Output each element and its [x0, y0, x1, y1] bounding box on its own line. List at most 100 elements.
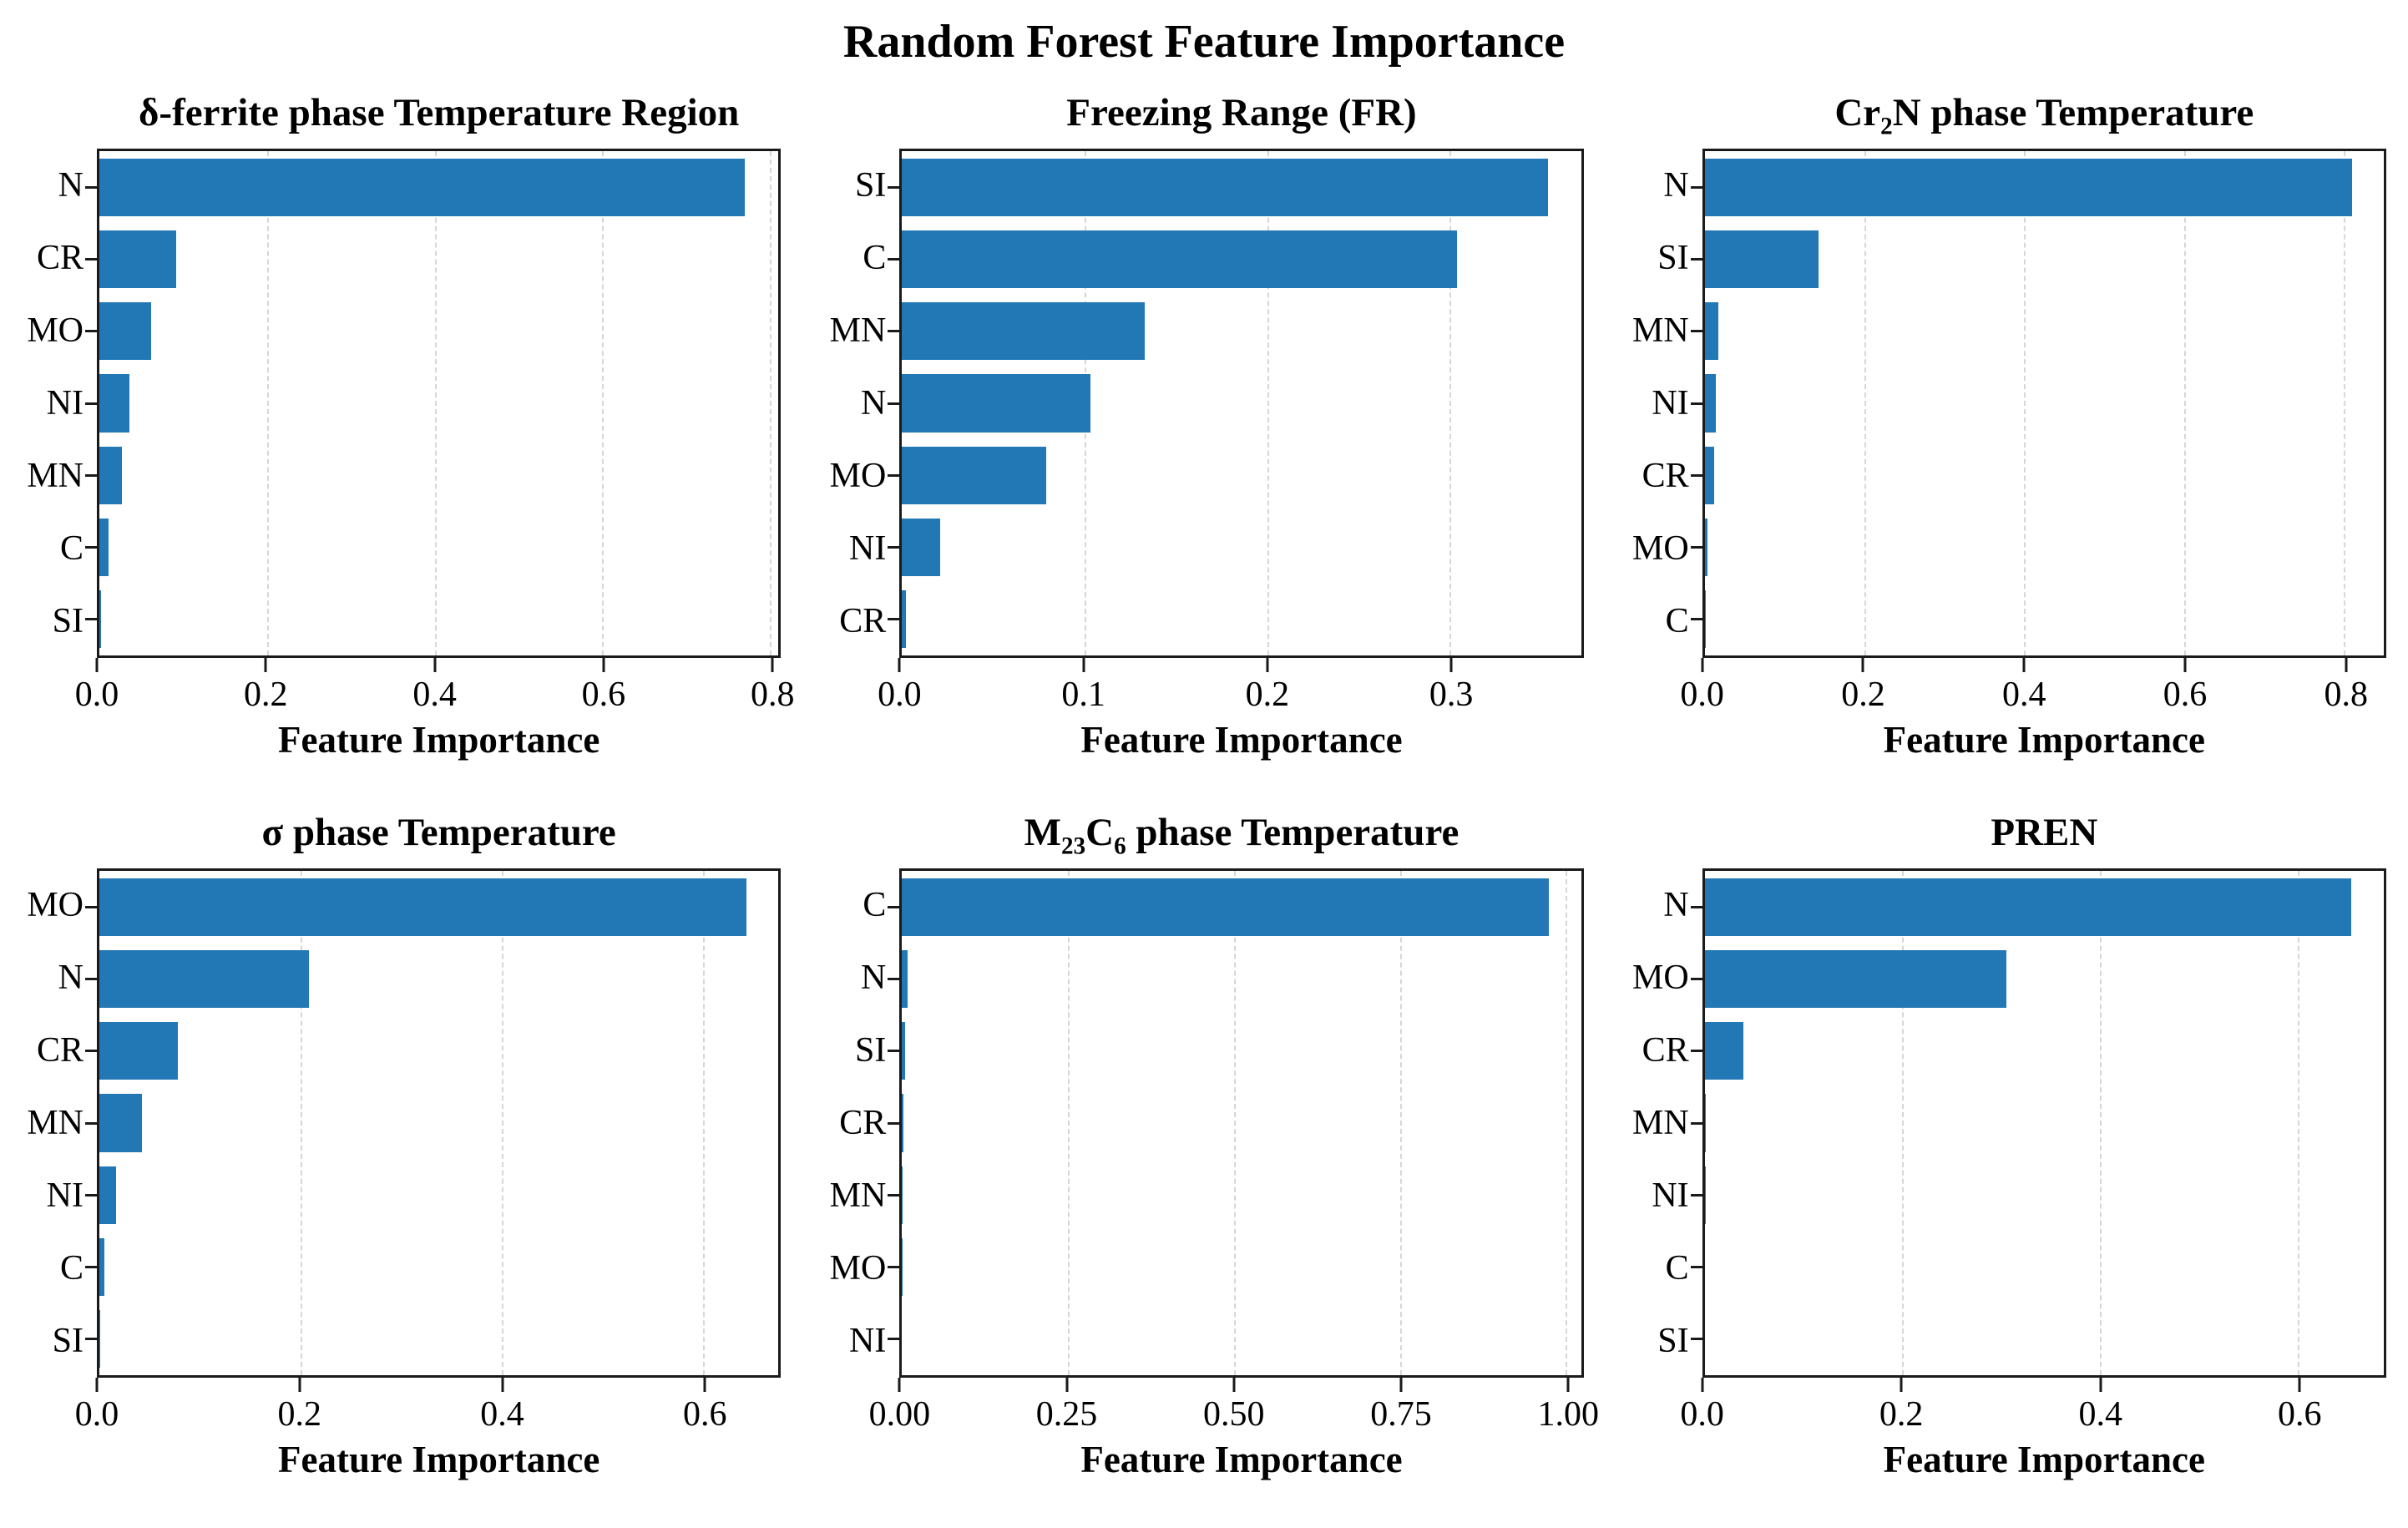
- x-tick-label: 0.25: [1035, 1395, 1098, 1434]
- subplot-freezing-range: Freezing Range (FR) SI C MN N MO NI CR 0.0 0.1 0.2…: [812, 77, 1584, 768]
- y-axis-label-mo: MO: [27, 885, 83, 924]
- x-tick-label: 1.00: [1537, 1395, 1599, 1434]
- x-axis-title: Feature Importance: [1080, 1439, 1403, 1480]
- y-axis-label-cr: CR: [36, 238, 83, 277]
- x-tick-mark: [898, 658, 901, 672]
- x-tick-mark: [1082, 658, 1085, 672]
- x-axis-ticks: 0.0 0.1 0.2 0.3: [878, 658, 1583, 716]
- title-subscript: 2: [1880, 113, 1893, 140]
- bar-c: [1704, 590, 1706, 649]
- x-tick-label: 0.1: [1061, 675, 1105, 714]
- plot-area: [1690, 868, 2386, 1378]
- gridline: [1068, 871, 1070, 1375]
- x-tick-label: 0.2: [1245, 675, 1290, 714]
- x-tick-mark: [1266, 658, 1269, 672]
- y-axis-label-ni: NI: [46, 1176, 83, 1216]
- subplot-title: PREN: [1702, 797, 2386, 868]
- y-tick-mark: [85, 330, 97, 333]
- subplot-title: M23C6 phase Temperature: [899, 797, 1583, 868]
- title-text: N phase Temperature: [1892, 91, 2254, 134]
- bar-cr: [902, 1094, 903, 1152]
- y-axis-label-ni: NI: [1652, 1176, 1689, 1216]
- bar-mn: [99, 1094, 142, 1152]
- y-axis-label-c: C: [863, 885, 887, 924]
- y-tick-mark: [85, 1050, 97, 1053]
- subplot-delta-ferrite: δ-ferrite phase Temperature Region N CR MO N…: [10, 77, 794, 768]
- bar-n: [902, 374, 1090, 433]
- x-tick-mark: [1701, 1378, 1704, 1392]
- plot-body: MO N CR MN NI C SI: [10, 868, 782, 1378]
- y-axis-label-mn: MN: [1631, 1103, 1689, 1142]
- x-tick-mark: [2183, 658, 2187, 672]
- bar-c: [99, 519, 109, 577]
- gridline: [300, 871, 302, 1375]
- x-tick-label: 0.2: [277, 1395, 322, 1434]
- x-tick-label: 0.2: [244, 675, 288, 714]
- y-tick-mark: [888, 1338, 900, 1341]
- bar-si: [902, 158, 1549, 216]
- x-tick-mark: [433, 658, 437, 672]
- y-axis-label-mo: MO: [1631, 958, 1689, 997]
- x-tick-label: 0.0: [1680, 675, 1724, 714]
- x-tick-mark: [703, 1378, 706, 1392]
- y-tick-mark: [85, 1266, 97, 1269]
- subplot-sigma: σ phase Temperature MO N CR MN NI C SI 0.0 0.2 0.4…: [10, 797, 782, 1488]
- x-tick-label: 0.75: [1370, 1395, 1432, 1434]
- y-axis-labels: C N SI CR MN MO NI: [812, 868, 899, 1378]
- y-tick-mark: [1690, 618, 1702, 621]
- x-tick-mark: [2298, 1378, 2301, 1392]
- title-text: M: [1024, 811, 1062, 854]
- title-text: C: [1085, 811, 1115, 854]
- plot-body: C N SI CR MN MO NI: [812, 868, 1584, 1378]
- gridline: [770, 151, 772, 655]
- gridline: [2183, 151, 2186, 655]
- bar-cr: [99, 1022, 178, 1080]
- y-axis-label-mn: MN: [829, 1176, 887, 1216]
- y-axis-label-n: N: [860, 958, 887, 997]
- y-tick-mark: [85, 1338, 97, 1341]
- title-text: Cr: [1834, 91, 1881, 134]
- x-tick-label: 0.0: [878, 675, 922, 714]
- y-axis-label-ni: NI: [849, 1322, 887, 1361]
- y-axis-label-mn: MN: [829, 311, 887, 350]
- gridline: [2344, 151, 2346, 655]
- x-tick-label: 0.6: [683, 1395, 727, 1434]
- y-tick-mark: [1690, 1121, 1702, 1125]
- y-axis-label-n: N: [58, 165, 83, 205]
- y-tick-mark: [888, 1050, 900, 1053]
- y-axis-label-si: SI: [854, 1030, 887, 1070]
- bar-mo: [902, 1238, 903, 1297]
- bar-cr: [902, 590, 906, 649]
- y-axis-label-mn: MN: [27, 1103, 83, 1142]
- subplot-title: σ phase Temperature: [97, 797, 781, 868]
- x-axis-ticks: 0.0 0.2 0.4 0.6 0.8: [1680, 658, 2386, 716]
- x-tick-label: 0.2: [1841, 675, 1885, 714]
- y-tick-mark: [85, 905, 97, 908]
- bar-n: [902, 949, 908, 1008]
- y-tick-mark: [888, 257, 900, 261]
- y-axis-label-cr: CR: [1642, 1030, 1689, 1070]
- gridline: [266, 151, 269, 655]
- y-tick-mark: [1690, 402, 1702, 405]
- x-tick-mark: [1399, 1378, 1403, 1392]
- gridline: [1864, 151, 1867, 655]
- plot-area: [888, 149, 1584, 658]
- x-tick-mark: [298, 1378, 301, 1392]
- y-tick-mark: [85, 1193, 97, 1197]
- subplot-title: Freezing Range (FR): [899, 77, 1583, 149]
- figure-title: Random Forest Feature Importance: [842, 16, 1566, 68]
- y-axis-label-n: N: [58, 958, 83, 997]
- gridline: [1267, 151, 1269, 655]
- y-tick-mark: [1690, 905, 1702, 908]
- y-axis-label-c: C: [863, 238, 887, 277]
- x-axis-ticks: 0.0 0.2 0.4 0.6: [1680, 1378, 2386, 1436]
- bar-mo: [99, 302, 152, 361]
- y-tick-mark: [85, 546, 97, 549]
- bar-cr: [99, 230, 177, 288]
- x-axis-title: Feature Importance: [1883, 1439, 2205, 1480]
- y-tick-mark: [888, 1193, 900, 1197]
- y-axis-label-cr: CR: [1642, 457, 1689, 496]
- y-axis-labels: MO N CR MN NI C SI: [10, 868, 97, 1378]
- plot-body: N CR MO NI MN C SI: [10, 149, 782, 658]
- y-axis-label-si: SI: [1657, 238, 1689, 277]
